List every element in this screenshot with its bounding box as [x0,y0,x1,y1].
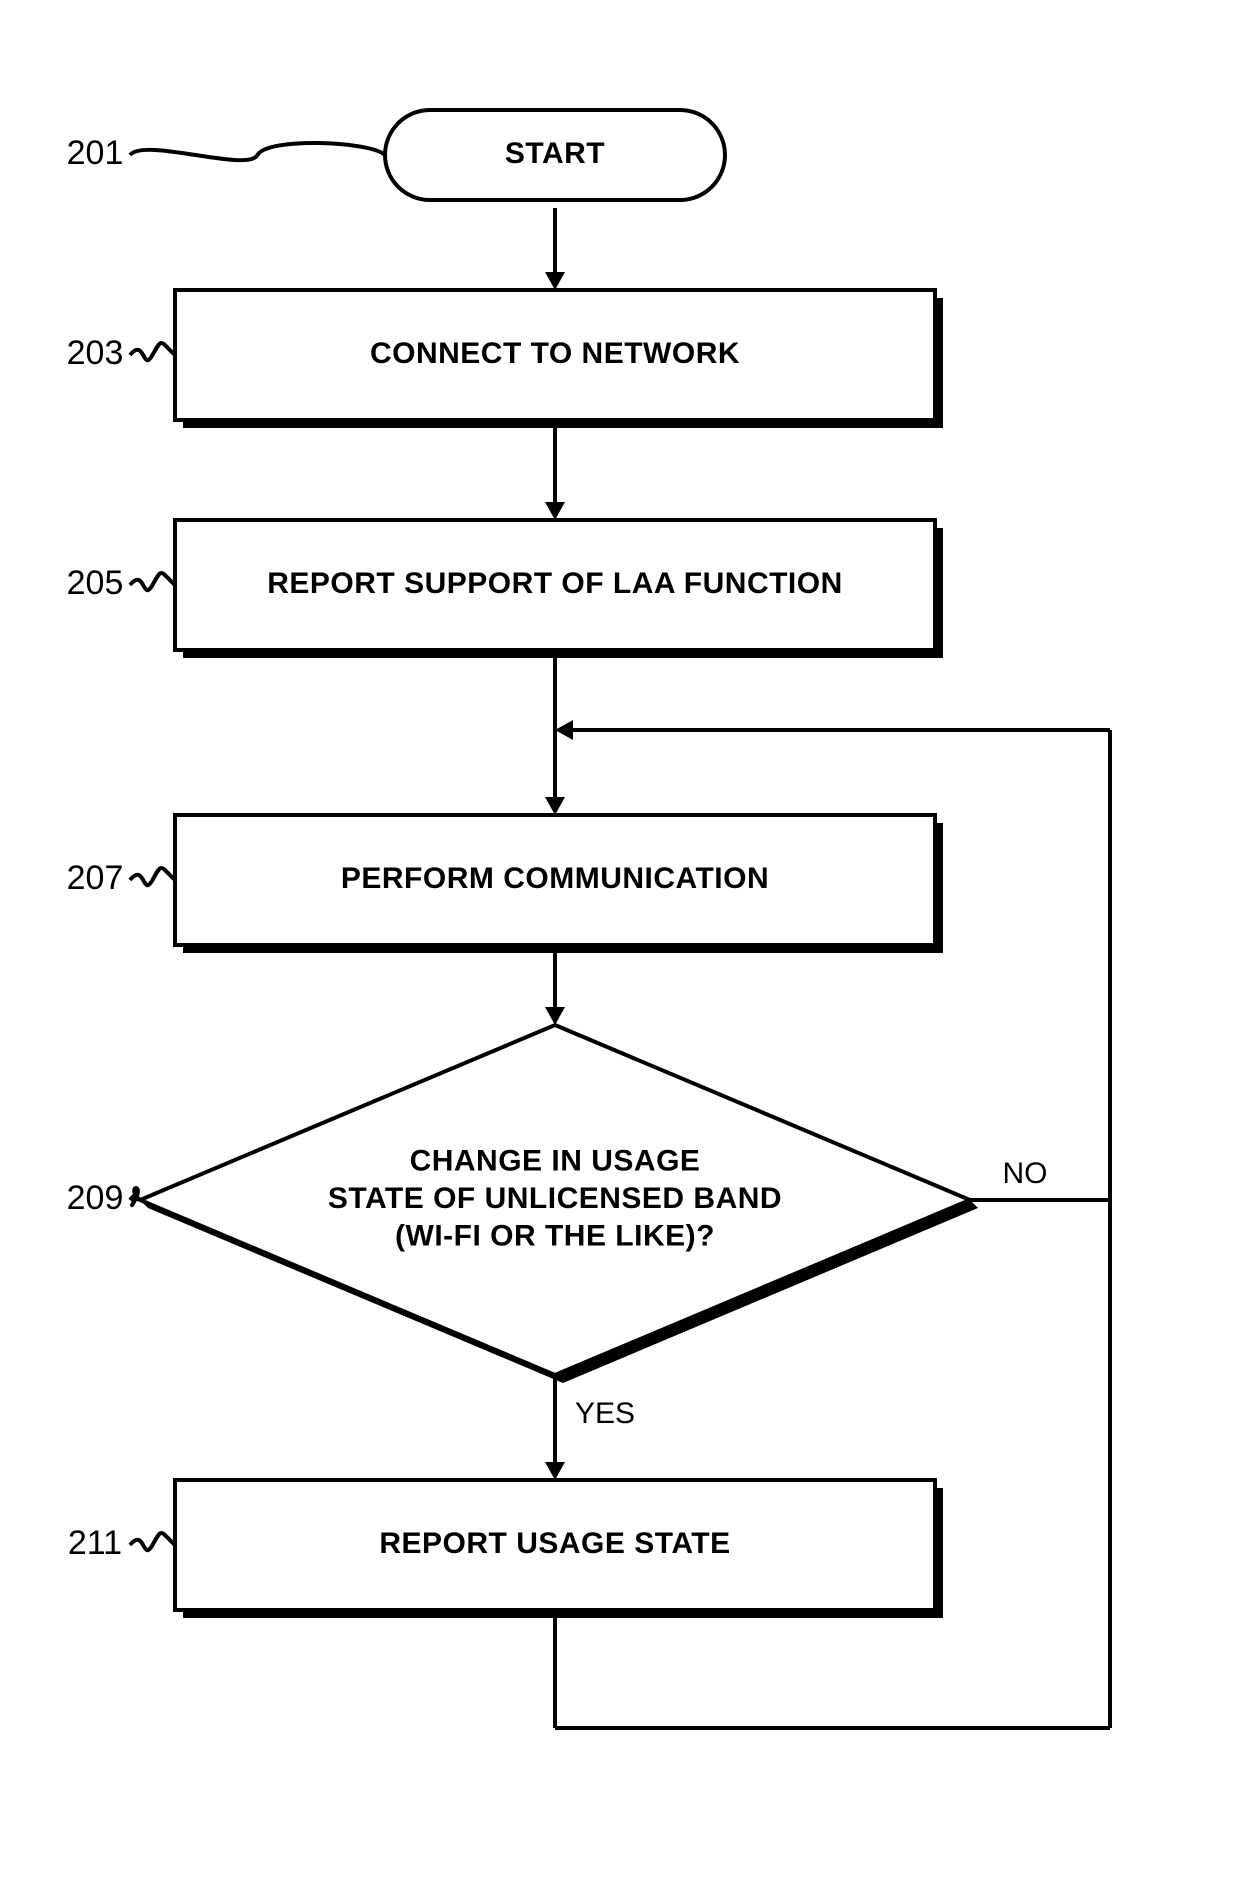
node-text: CHANGE IN USAGE [410,1144,701,1177]
ref-number: 209 [67,1179,124,1217]
arrowhead [545,1462,565,1480]
ref-number: 205 [67,564,124,602]
node-text: REPORT USAGE STATE [379,1527,730,1560]
node-text: REPORT SUPPORT OF LAA FUNCTION [267,567,843,600]
node-text: START [505,137,605,170]
ref-connector [130,1188,140,1205]
ref-number: 207 [67,859,124,897]
node-text: CONNECT TO NETWORK [370,337,740,370]
node-text: STATE OF UNLICENSED BAND [328,1182,782,1215]
node-text: PERFORM COMMUNICATION [341,862,769,895]
ref-number: 201 [67,134,124,172]
ref-connector [130,573,175,590]
ref-connector [130,868,175,885]
arrowhead [545,502,565,520]
edge-label: YES [575,1397,635,1430]
arrowhead [545,797,565,815]
ref-connector [130,143,385,160]
node-text: (WI-FI OR THE LIKE)? [395,1219,715,1252]
arrowhead [545,1007,565,1025]
arrowhead [545,272,565,290]
ref-connector [130,343,175,360]
edge-label-no: NO [1003,1157,1048,1190]
ref-number: 203 [67,334,124,372]
arrowhead [555,720,573,740]
ref-connector [130,1533,175,1550]
ref-number: 211 [68,1524,122,1562]
